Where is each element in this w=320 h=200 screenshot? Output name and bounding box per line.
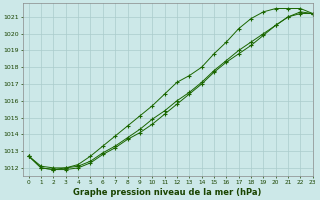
X-axis label: Graphe pression niveau de la mer (hPa): Graphe pression niveau de la mer (hPa): [74, 188, 262, 197]
